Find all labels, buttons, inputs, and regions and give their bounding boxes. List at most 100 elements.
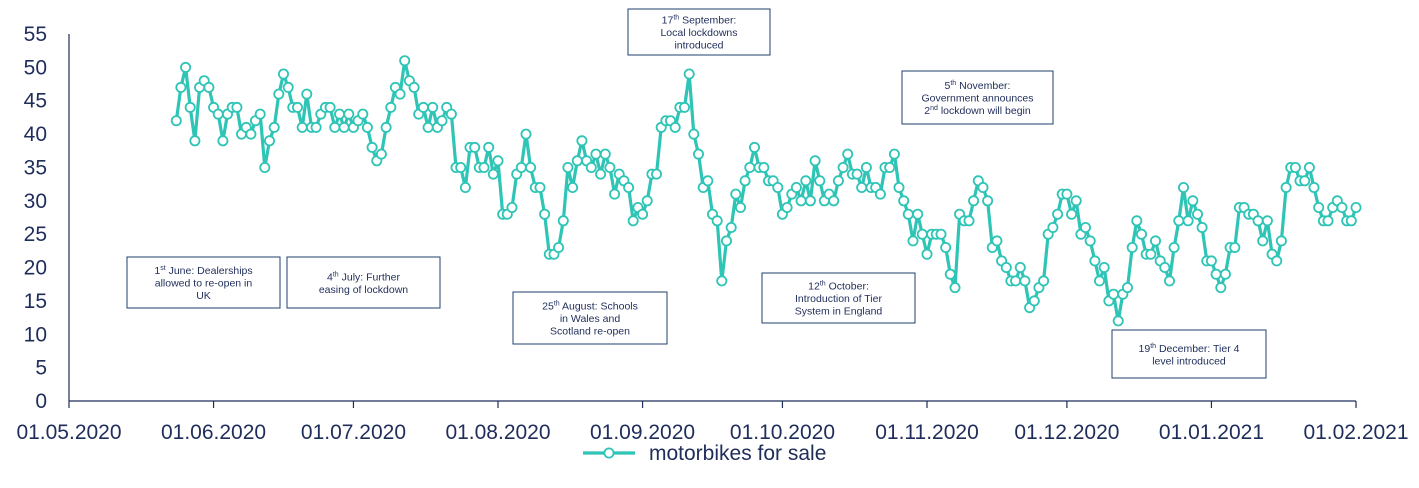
data-point — [436, 115, 448, 127]
data-point — [1345, 215, 1357, 227]
legend-marker — [603, 447, 615, 459]
annotation-text: level introduced — [1152, 355, 1226, 367]
data-point — [212, 108, 224, 120]
y-axis-tick-labels: 0 5 10 15 20 25 30 35 40 45 50 55 — [24, 23, 47, 413]
data-point — [357, 108, 369, 120]
data-point — [1150, 235, 1162, 247]
data-point — [459, 181, 471, 193]
data-point — [506, 201, 518, 213]
data-point — [1280, 181, 1292, 193]
data-point — [273, 88, 285, 100]
data-point — [170, 115, 182, 127]
data-point — [860, 161, 872, 173]
data-point — [735, 201, 747, 213]
data-point — [301, 88, 313, 100]
data-point — [515, 161, 527, 173]
data-point — [1038, 275, 1050, 287]
data-point — [492, 155, 504, 167]
data-point — [1145, 248, 1157, 260]
y-tick-label: 55 — [24, 23, 47, 46]
data-point — [874, 188, 886, 200]
data-point — [399, 55, 411, 67]
annotation-text: System in England — [795, 306, 883, 318]
annotation-text: 4th July: Further — [327, 271, 400, 283]
data-point — [553, 241, 565, 253]
data-point — [893, 181, 905, 193]
data-point — [641, 195, 653, 207]
data-point — [991, 235, 1003, 247]
y-tick-label: 50 — [24, 56, 47, 79]
data-point — [944, 268, 956, 280]
data-point — [716, 275, 728, 287]
x-tick-label: 01.01.2021 — [1159, 421, 1264, 444]
data-point — [730, 188, 742, 200]
data-point — [1289, 161, 1301, 173]
data-point — [180, 61, 192, 73]
data-point — [1098, 261, 1110, 273]
data-point — [1210, 268, 1222, 280]
data-point — [1126, 241, 1138, 253]
legend: motorbikes for sale — [583, 442, 826, 465]
annotation-text: allowed to re-open in — [155, 278, 253, 290]
data-point — [804, 195, 816, 207]
data-point — [1299, 175, 1311, 187]
annotation-text: Scotland re-open — [550, 326, 630, 338]
data-point — [907, 235, 919, 247]
data-point — [982, 195, 994, 207]
annotation-text: Local lockdowns — [660, 27, 737, 39]
data-point — [1014, 261, 1026, 273]
data-point — [259, 161, 271, 173]
data-point — [688, 128, 700, 140]
data-point — [268, 121, 280, 133]
data-point — [385, 101, 397, 113]
data-point — [1229, 241, 1241, 253]
data-point — [175, 81, 187, 93]
data-point — [1257, 235, 1269, 247]
data-point — [1070, 195, 1082, 207]
data-point — [795, 195, 807, 207]
data-point — [1159, 261, 1171, 273]
data-point — [310, 121, 322, 133]
data-point — [1192, 208, 1204, 220]
annotation-text: Introduction of Tier — [795, 293, 882, 305]
data-point — [333, 108, 345, 120]
data-point — [1066, 208, 1078, 220]
x-tick-label: 01.09.2020 — [590, 421, 695, 444]
data-point — [595, 168, 607, 180]
y-tick-label: 15 — [24, 290, 47, 313]
data-point — [772, 181, 784, 193]
data-point — [366, 141, 378, 153]
data-point — [800, 175, 812, 187]
data-point — [1303, 161, 1315, 173]
x-tick-label: 01.06.2020 — [161, 421, 266, 444]
data-point — [637, 208, 649, 220]
y-tick-label: 25 — [24, 223, 47, 246]
data-point — [1173, 215, 1185, 227]
data-point — [408, 81, 420, 93]
y-tick-label: 40 — [24, 123, 47, 146]
data-point — [627, 215, 639, 227]
data-point — [1182, 215, 1194, 227]
data-point — [1336, 201, 1348, 213]
data-point — [291, 101, 303, 113]
annotation-text: 5th November: — [945, 80, 1011, 92]
data-point — [711, 215, 723, 227]
data-point — [884, 161, 896, 173]
data-point — [1112, 315, 1124, 327]
x-tick-label: 01.05.2020 — [16, 421, 121, 444]
annotation-text: 2nd lockdown will begin — [924, 105, 1031, 117]
data-point — [417, 101, 429, 113]
data-point — [1350, 201, 1362, 213]
data-point — [329, 121, 341, 133]
data-point — [739, 175, 751, 187]
data-point — [851, 168, 863, 180]
series-motorbikes-for-sale — [170, 55, 1362, 327]
data-point — [338, 121, 350, 133]
data-point — [203, 81, 215, 93]
data-point — [1205, 255, 1217, 267]
data-point — [935, 228, 947, 240]
